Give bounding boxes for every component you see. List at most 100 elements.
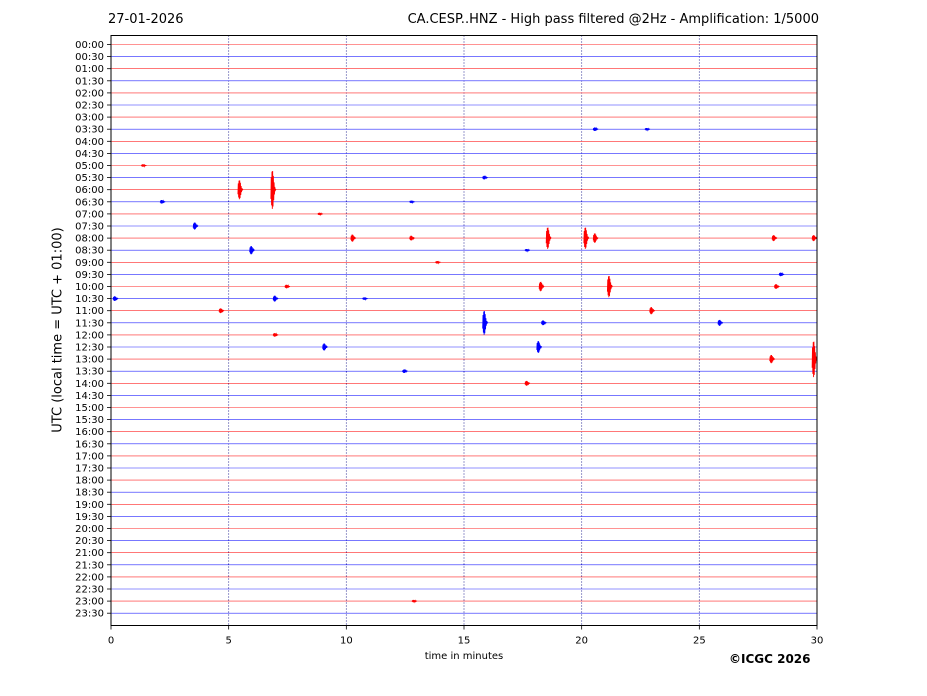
ytick-label-08:00: 08:00 [75, 234, 104, 245]
event-07:00-8 [317, 212, 324, 217]
xtick-label-15: 15 [458, 636, 471, 647]
event-12:30-35 [536, 341, 543, 354]
event-11:30-32 [717, 319, 724, 326]
event-06:00-4 [237, 180, 244, 200]
event-11:30-30 [482, 311, 489, 335]
ytick-label-10:30: 10:30 [75, 294, 104, 305]
event-06:30-7 [409, 200, 415, 205]
ytick-label-11:30: 11:30 [75, 318, 104, 329]
ytick-label-21:30: 21:30 [75, 560, 104, 571]
ytick-label-18:00: 18:00 [75, 476, 104, 487]
ytick-label-21:00: 21:00 [75, 548, 104, 559]
ytick-label-20:00: 20:00 [75, 524, 104, 535]
ytick-label-04:30: 04:30 [75, 149, 104, 160]
ytick-label-03:30: 03:30 [75, 125, 104, 136]
event-08:00-10 [350, 234, 357, 242]
event-10:00-24 [774, 284, 780, 289]
event-07:30-9 [192, 222, 199, 230]
copyright-label: ©ICGC 2026 [729, 652, 811, 666]
event-08:00-13 [583, 227, 590, 249]
ytick-label-06:30: 06:30 [75, 197, 104, 208]
event-14:00-39 [524, 380, 531, 386]
event-10:30-26 [272, 295, 279, 302]
x-axis-label: time in minutes [424, 651, 504, 662]
ytick-label-09:00: 09:00 [75, 258, 104, 269]
event-09:30-20 [778, 271, 785, 277]
event-08:00-15 [771, 235, 778, 242]
ytick-label-22:30: 22:30 [75, 585, 104, 596]
event-05:30-3 [482, 175, 488, 180]
ytick-label-03:00: 03:00 [75, 113, 104, 124]
xtick-label-25: 25 [693, 636, 706, 647]
ytick-label-07:00: 07:00 [75, 209, 104, 220]
xtick-label-5: 5 [225, 636, 231, 647]
event-08:00-14 [592, 233, 599, 243]
event-bursts [112, 126, 818, 604]
ytick-label-02:30: 02:30 [75, 101, 104, 112]
event-08:00-12 [545, 227, 552, 249]
event-08:00-11 [409, 235, 415, 241]
ytick-label-17:30: 17:30 [75, 464, 104, 475]
xtick-label-10: 10 [340, 636, 353, 647]
xtick-label-0: 0 [108, 636, 114, 647]
event-12:30-34 [322, 343, 328, 351]
ytick-label-15:30: 15:30 [75, 415, 104, 426]
ytick-label-01:30: 01:30 [75, 76, 104, 87]
ytick-label-12:00: 12:00 [75, 330, 104, 341]
ytick-label-13:00: 13:00 [75, 355, 104, 366]
ytick-label-06:00: 06:00 [75, 185, 104, 196]
xtick-label-30: 30 [811, 636, 824, 647]
ytick-label-14:00: 14:00 [75, 379, 104, 390]
event-13:00-37 [811, 341, 818, 378]
event-06:00-5 [270, 171, 277, 209]
ytick-label-05:30: 05:30 [75, 173, 104, 184]
y-axis-label: UTC (local time = UTC + 01:00) [50, 227, 66, 433]
vertical-gridlines [228, 35, 700, 626]
event-13:00-36 [769, 354, 776, 364]
ytick-label-07:30: 07:30 [75, 222, 104, 233]
ytick-label-11:00: 11:00 [75, 306, 104, 317]
ytick-label-23:30: 23:30 [75, 609, 104, 620]
event-03:30-1 [644, 127, 651, 132]
event-10:00-22 [538, 281, 545, 292]
ytick-label-01:00: 01:00 [75, 64, 104, 75]
date-label: 27-01-2026 [108, 12, 184, 27]
event-08:30-18 [524, 248, 531, 253]
event-10:30-27 [362, 296, 368, 301]
ytick-label-10:00: 10:00 [75, 282, 104, 293]
plot-frame [110, 35, 818, 626]
event-08:30-17 [249, 246, 255, 255]
event-11:30-31 [541, 320, 547, 326]
event-06:30-6 [159, 199, 166, 204]
ytick-label-16:00: 16:00 [75, 427, 104, 438]
ytick-label-00:30: 00:30 [75, 52, 104, 63]
event-23:00-40 [411, 599, 418, 604]
x-axis-ticks: 0 5 10 15 20 25 30 [108, 625, 824, 647]
ytick-label-20:30: 20:30 [75, 536, 104, 547]
ytick-label-15:00: 15:00 [75, 403, 104, 414]
event-10:00-21 [284, 284, 291, 289]
ytick-label-00:00: 00:00 [75, 40, 104, 51]
ytick-label-14:30: 14:30 [75, 391, 104, 402]
ytick-label-22:00: 22:00 [75, 572, 104, 583]
ytick-label-19:00: 19:00 [75, 500, 104, 511]
event-08:00-16 [811, 235, 818, 242]
ytick-label-13:30: 13:30 [75, 367, 104, 378]
ytick-label-18:30: 18:30 [75, 488, 104, 499]
event-10:00-23 [606, 275, 613, 298]
ytick-label-16:30: 16:30 [75, 439, 104, 450]
ytick-label-09:30: 09:30 [75, 270, 104, 281]
event-11:00-29 [649, 307, 655, 315]
chart-title: CA.CESP..HNZ - High pass filtered @2Hz -… [407, 12, 819, 27]
ytick-label-23:00: 23:00 [75, 597, 104, 608]
event-03:30-0 [592, 126, 599, 132]
ytick-label-02:00: 02:00 [75, 88, 104, 99]
ytick-label-08:30: 08:30 [75, 246, 104, 257]
trace-lines [111, 44, 817, 614]
ytick-label-12:30: 12:30 [75, 343, 104, 354]
event-09:00-19 [435, 260, 441, 265]
event-12:00-33 [272, 332, 279, 337]
xtick-label-20: 20 [575, 636, 588, 647]
event-05:00-2 [141, 163, 147, 168]
